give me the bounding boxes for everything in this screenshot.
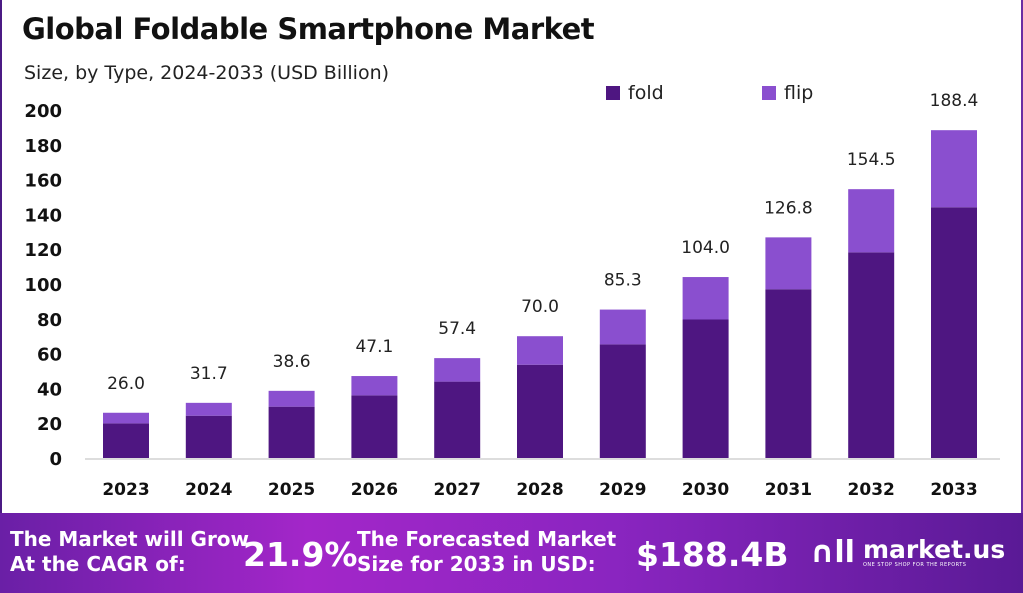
data-label-total: 57.4 [438, 319, 476, 339]
legend-item-flip: flip [762, 82, 813, 104]
y-tick-label: 60 [37, 345, 62, 366]
bar-fold-2025 [268, 406, 315, 458]
cagr-label: The Market will Grow At the CAGR of: [10, 527, 249, 577]
bar-flip-2033 [931, 130, 977, 208]
bar-fold-2023 [103, 423, 149, 458]
y-tick-label: 100 [24, 275, 62, 296]
x-tick-label: 2024 [185, 480, 232, 500]
data-label-total: 104.0 [681, 238, 730, 258]
footer-banner: The Market will Grow At the CAGR of: 21.9… [0, 513, 1023, 593]
legend-item-fold: fold [606, 82, 664, 104]
x-tick-label: 2033 [930, 480, 977, 500]
bar-fold-2029 [599, 344, 646, 458]
brand-logo: ∩ll market.us ONE STOP SHOP FOR THE REPOR… [810, 535, 1005, 570]
y-tick-label: 40 [37, 379, 62, 400]
cagr-label-line1: The Market will Grow [10, 527, 250, 551]
bar-flip-2031 [765, 237, 812, 290]
bar-fold-2033 [931, 207, 977, 458]
forecast-label-line2: Size for 2033 in USD: [357, 552, 596, 576]
data-label-total: 38.6 [273, 352, 311, 372]
y-tick-label: 0 [49, 449, 62, 470]
legend-label-fold: fold [628, 82, 664, 104]
bar-flip-2030 [682, 277, 729, 320]
brand-name: market.us [862, 534, 1006, 564]
data-label-total: 31.7 [190, 364, 228, 384]
data-label-total: 70.0 [521, 297, 559, 317]
legend-label-flip: flip [784, 82, 814, 104]
bar-flip-2032 [848, 189, 895, 253]
chart-subtitle: Size, by Type, 2024-2033 (USD Billion) [24, 62, 390, 84]
y-tick-label: 140 [24, 205, 62, 226]
bar-fold-2030 [682, 319, 729, 458]
x-tick-label: 2025 [268, 480, 315, 500]
bar-fold-2026 [351, 395, 398, 458]
x-tick-label: 2028 [516, 480, 563, 500]
bar-flip-2026 [351, 376, 398, 396]
bar-fold-2024 [185, 415, 232, 458]
cagr-value: 21.9% [243, 535, 358, 574]
bar-flip-2029 [599, 309, 646, 345]
data-label-total: 47.1 [355, 337, 393, 357]
forecast-label-line1: The Forecasted Market [357, 527, 617, 551]
bar-fold-2027 [434, 381, 481, 458]
chart-title: Global Foldable Smartphone Market [22, 12, 595, 46]
y-tick-label: 160 [24, 171, 62, 192]
forecast-value: $188.4B [636, 535, 789, 574]
forecast-label: The Forecasted Market Size for 2033 in US… [357, 527, 616, 577]
bar-fold-2028 [517, 364, 563, 458]
y-tick-label: 80 [37, 310, 62, 331]
bar-flip-2024 [185, 402, 232, 416]
bar-fold-2031 [765, 289, 812, 458]
chart-frame [0, 0, 1023, 513]
bar-flip-2025 [268, 390, 315, 407]
x-tick-label: 2030 [682, 480, 729, 500]
y-tick-label: 20 [37, 414, 62, 435]
y-tick-label: 120 [24, 240, 62, 261]
x-tick-label: 2026 [351, 480, 398, 500]
data-label-total: 26.0 [107, 374, 145, 394]
y-tick-label: 200 [24, 101, 62, 122]
cagr-label-line2: At the CAGR of: [10, 552, 186, 576]
x-tick-label: 2027 [434, 480, 481, 500]
bar-flip-2023 [103, 412, 149, 424]
data-label-total: 126.8 [764, 198, 813, 218]
legend-swatch-fold [606, 86, 620, 100]
data-label-total: 85.3 [604, 271, 642, 291]
legend-swatch-flip [762, 86, 776, 100]
bar-fold-2032 [848, 252, 895, 458]
brand-tagline: ONE STOP SHOP FOR THE REPORTS [862, 561, 967, 568]
brand-logo-icon: ∩ll [810, 535, 855, 570]
bar-flip-2027 [434, 358, 481, 382]
x-tick-label: 2032 [848, 480, 895, 500]
x-tick-label: 2023 [102, 480, 149, 500]
data-label-total: 154.5 [847, 150, 896, 170]
x-tick-label: 2029 [599, 480, 646, 500]
y-tick-label: 180 [24, 136, 62, 157]
bar-chart: 0 20 40 60 80 100 120 140 160 180 200 26.0 2023 31.7 2… [24, 91, 1000, 500]
x-tick-label: 2031 [765, 480, 812, 500]
data-label-total: 188.4 [930, 91, 979, 111]
bar-flip-2028 [517, 336, 563, 365]
